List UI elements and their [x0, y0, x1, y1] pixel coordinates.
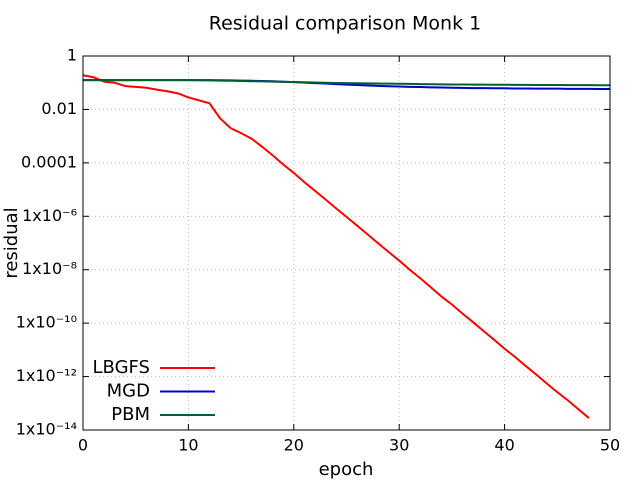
- y-tick-label: 1x10⁻¹⁰: [16, 313, 77, 332]
- x-tick-label: 30: [389, 436, 409, 455]
- x-tick-label: 0: [78, 436, 88, 455]
- legend-label: MGD: [107, 381, 150, 402]
- chart-title: Residual comparison Monk 1: [209, 13, 481, 35]
- y-tick-label: 1x10⁻¹²: [16, 366, 77, 385]
- legend-label: LBGFS: [93, 357, 150, 378]
- y-axis-label: residual: [1, 207, 22, 278]
- legend-label: PBM: [111, 404, 150, 425]
- line: [82, 74, 590, 419]
- y-tick-label: 1x10⁻⁶: [22, 206, 77, 225]
- y-tick-label: 1x10⁻¹⁴: [16, 420, 77, 439]
- y-tick-label: 1x10⁻⁸: [22, 259, 77, 278]
- x-axis-label: epoch: [319, 459, 374, 480]
- x-tick-label: 10: [178, 436, 198, 455]
- y-tick-label: 1: [67, 46, 77, 65]
- y-tick-label: 0.01: [41, 99, 77, 118]
- plot-frame: [82, 55, 611, 431]
- x-tick-label: 40: [494, 436, 514, 455]
- line: [83, 79, 610, 87]
- y-tick-label: 0.0001: [21, 152, 77, 171]
- x-tick-label: 50: [600, 436, 620, 455]
- x-tick-label: 20: [284, 436, 304, 455]
